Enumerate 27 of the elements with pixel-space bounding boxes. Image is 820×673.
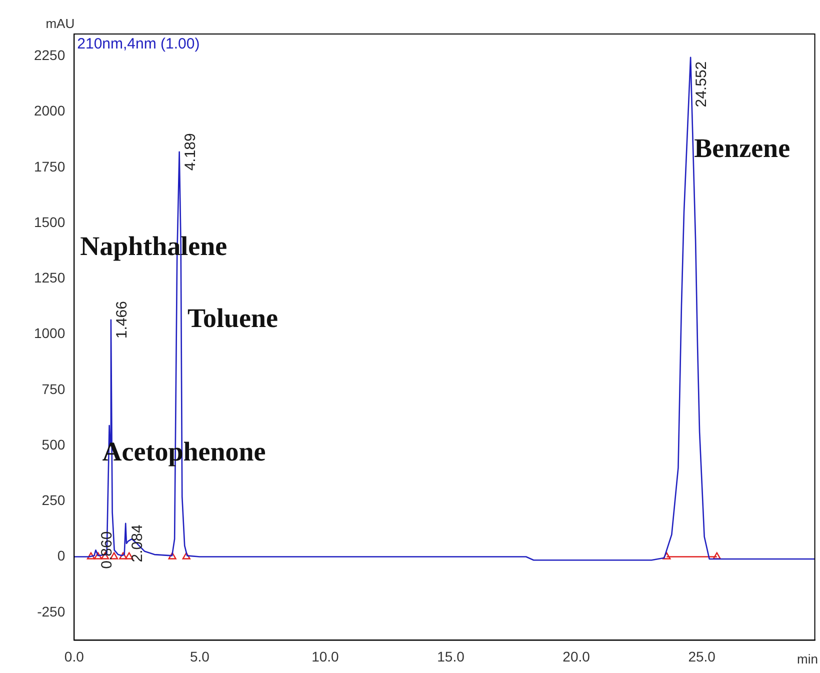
annotation: Toluene <box>187 303 278 334</box>
x-tick-label: 15.0 <box>437 648 465 664</box>
y-tick-label: 1500 <box>34 214 66 230</box>
annotation: 2.084 <box>129 524 146 562</box>
annotation: 1.466 <box>114 301 131 339</box>
annotation: 0.860 <box>98 531 116 569</box>
x-tick-label: 10.0 <box>312 648 340 664</box>
x-tick-label: 0.0 <box>64 648 84 664</box>
y-tick-label: 2000 <box>34 102 66 119</box>
y-tick-label: 0 <box>57 548 66 564</box>
y-tick-label: 1250 <box>34 270 66 286</box>
text: 210nm,4nm (1.00) <box>77 36 200 53</box>
annotation: Benzene <box>694 132 790 163</box>
y-tick-label: 2250 <box>34 47 66 64</box>
annotation: 4.189 <box>182 133 199 171</box>
x-axis-title: min <box>797 651 818 666</box>
y-tick-label: 1000 <box>34 325 66 342</box>
x-tick-label: 20.0 <box>562 648 590 664</box>
y-tick-label: 1750 <box>34 158 66 174</box>
y-tick-label: -250 <box>37 603 66 620</box>
y-tick-label: 500 <box>42 436 66 452</box>
y-axis-title: mAU <box>46 16 75 32</box>
y-tick-label: 250 <box>42 492 66 508</box>
x-tick-label: 5.0 <box>190 648 210 664</box>
annotation: 24.552 <box>693 61 710 108</box>
y-tick-label: 750 <box>42 380 66 397</box>
x-tick-label: 25.0 <box>688 648 716 664</box>
